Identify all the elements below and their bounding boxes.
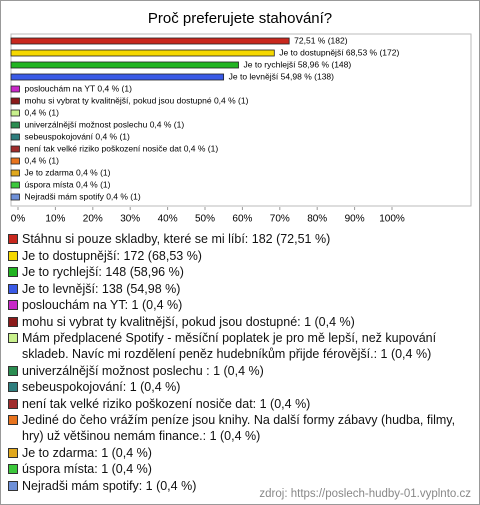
x-tick-label: 100%	[379, 214, 405, 225]
x-tick-label: 70%	[270, 214, 290, 225]
bar-label: Je to dostupnější 68,53 % (172)	[279, 47, 399, 57]
legend-swatch	[8, 447, 18, 458]
bar-label: sebeuspokojování 0,4 % (1)	[24, 131, 130, 141]
bar	[10, 37, 290, 45]
legend-label: není tak velké riziko poškození nosiče d…	[22, 396, 311, 411]
legend-item: Jediné do čeho vrážím peníze jsou knihy.…	[8, 412, 472, 444]
bar	[10, 193, 20, 201]
bar-label: Je to zdarma 0,4 % (1)	[24, 167, 110, 177]
legend-swatch	[8, 382, 18, 392]
legend-label: poslouchám na YT: 1 (0,4 %)	[22, 298, 183, 312]
legend-swatch	[8, 365, 18, 376]
x-tick-label: 40%	[158, 214, 178, 225]
x-tick-label: 0%	[11, 214, 26, 225]
bar	[10, 85, 20, 93]
legend-item: Je to rychlejší: 148 (58,96 %)	[8, 264, 472, 280]
bar	[10, 145, 20, 153]
legend-item: úspora místa: 1 (0,4 %)	[8, 461, 472, 477]
x-tick-label: 60%	[232, 214, 252, 225]
bar	[10, 49, 275, 57]
bar-label: univerzálnější možnost poslechu 0,4 % (1…	[24, 119, 184, 129]
bar-label: mohu si vybrat ty kvalitnější, pokud jso…	[24, 95, 248, 105]
plot-frame	[10, 33, 472, 207]
bar-label: Je to rychlejší 58,96 % (148)	[244, 59, 352, 69]
x-tick-label: 10%	[45, 214, 65, 225]
legend-swatch	[8, 398, 18, 409]
x-tick-label: 20%	[83, 214, 103, 225]
bar-label: 72,51 % (182)	[294, 35, 348, 45]
legend-label: Je to zdarma: 1 (0,4 %)	[22, 445, 152, 460]
legend-swatch	[8, 333, 18, 343]
x-tick-label: 80%	[307, 214, 327, 225]
legend-swatch	[8, 480, 18, 491]
legend-swatch	[8, 267, 18, 277]
legend-item: poslouchám na YT: 1 (0,4 %)	[8, 297, 472, 313]
legend-item: mohu si vybrat ty kvalitnější, pokud jso…	[8, 314, 472, 330]
bar	[10, 157, 20, 165]
bar	[10, 181, 20, 189]
legend-item: Je to levnější: 138 (54,98 %)	[8, 281, 472, 297]
bar	[10, 169, 20, 177]
bar	[10, 97, 20, 105]
bar-label: Nejradši mám spotify 0,4 % (1)	[24, 191, 140, 201]
legend-swatch	[8, 464, 18, 474]
legend: Stáhnu si pouze skladby, které se mi líb…	[8, 231, 472, 494]
legend-item: Stáhnu si pouze skladby, které se mi líb…	[8, 231, 472, 247]
bar-label: není tak velké riziko poškození nosiče d…	[24, 143, 218, 153]
bar-label: úspora místa 0,4 % (1)	[24, 179, 110, 189]
legend-swatch	[8, 316, 18, 327]
legend-swatch	[8, 415, 18, 425]
legend-label: úspora místa: 1 (0,4 %)	[22, 462, 152, 476]
x-tick-label: 50%	[195, 214, 215, 225]
bar	[10, 133, 20, 141]
legend-item: Nejradši mám spotify: 1 (0,4 %)	[8, 478, 472, 494]
bar-label: Je to levnější 54,98 % (138)	[229, 71, 335, 81]
bar	[10, 61, 239, 69]
x-tick-label: 90%	[345, 214, 365, 225]
legend-label: Nejradši mám spotify: 1 (0,4 %)	[22, 478, 197, 493]
bar	[10, 73, 225, 81]
legend-label: Je to levnější: 138 (54,98 %)	[22, 281, 181, 296]
legend-item: univerzálnější možnost poslechu : 1 (0,4…	[8, 363, 472, 379]
legend-swatch	[8, 234, 18, 244]
legend-item: Je to dostupnější: 172 (68,53 %)	[8, 248, 472, 264]
legend-label: Jediné do čeho vrážím peníze jsou knihy.…	[22, 413, 456, 443]
legend-item: Mám předplacené Spotify - měsíční poplat…	[8, 330, 472, 362]
source: zdroj: https://poslech-hudby-01.vyplnto.…	[259, 488, 471, 500]
bar-label: poslouchám na YT 0,4 % (1)	[24, 83, 132, 93]
legend-swatch	[8, 250, 18, 261]
legend-swatch	[8, 300, 18, 310]
chart: Proč preferujete stahování? 0% 10% 20% 30% 4…	[10, 10, 472, 225]
legend-label: Stáhnu si pouze skladby, které se mi líb…	[22, 232, 331, 246]
legend-item: sebeuspokojování: 1 (0,4 %)	[8, 379, 472, 395]
x-tick-label: 30%	[120, 214, 140, 225]
bar	[10, 121, 20, 129]
chart-title: Proč preferujete stahování?	[148, 10, 332, 27]
bar-label: 0,4 % (1)	[24, 107, 59, 117]
legend-label: sebeuspokojování: 1 (0,4 %)	[22, 380, 181, 394]
legend-label: Je to rychlejší: 148 (58,96 %)	[22, 265, 184, 279]
legend-swatch	[8, 283, 18, 294]
legend-item: není tak velké riziko poškození nosiče d…	[8, 396, 472, 412]
legend-label: mohu si vybrat ty kvalitnější, pokud jso…	[22, 314, 355, 329]
bar-label: 0,4 % (1)	[24, 155, 59, 165]
legend-item: Je to zdarma: 1 (0,4 %)	[8, 445, 472, 461]
bar	[10, 109, 20, 117]
legend-label: univerzálnější možnost poslechu : 1 (0,4…	[22, 363, 264, 378]
legend-label: Mám předplacené Spotify - měsíční poplat…	[22, 331, 437, 361]
legend-label: Je to dostupnější: 172 (68,53 %)	[22, 248, 202, 263]
